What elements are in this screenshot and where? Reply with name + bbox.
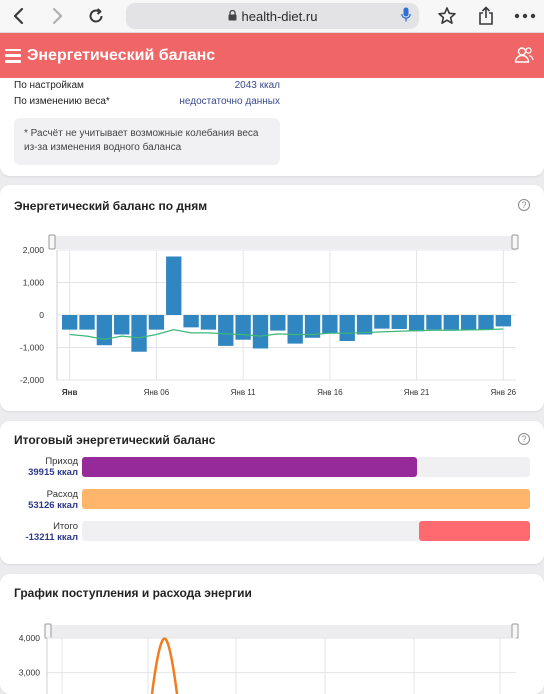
expense-bar bbox=[82, 489, 530, 509]
x-tick-label: Янв 06 bbox=[144, 388, 170, 397]
balance-bar bbox=[96, 315, 113, 346]
weight-change-label: По изменению веса* bbox=[14, 96, 110, 107]
income-label: Приход 39915 ккал bbox=[28, 456, 78, 478]
browser-toolbar: health-diet.ru bbox=[0, 0, 544, 33]
balance-bar bbox=[235, 315, 251, 340]
settings-value: 2043 ккал bbox=[234, 80, 280, 91]
page-title: Энергетический баланс bbox=[27, 46, 216, 64]
income-track bbox=[82, 457, 530, 477]
balance-bar bbox=[270, 315, 286, 331]
reload-icon[interactable] bbox=[83, 3, 109, 29]
balance-bar bbox=[443, 315, 459, 330]
y-tick-label: -1,000 bbox=[20, 343, 44, 353]
navigator-handle-left[interactable] bbox=[44, 623, 52, 639]
bookmark-star-icon[interactable] bbox=[434, 3, 460, 29]
y-tick-label: 1,000 bbox=[23, 278, 45, 288]
address-bar[interactable]: health-diet.ru bbox=[126, 3, 419, 29]
help-icon[interactable]: ? bbox=[518, 433, 530, 445]
balance-bar bbox=[356, 315, 373, 335]
daily-balance-title: Энергетический баланс по дням bbox=[14, 199, 208, 213]
balance-bar bbox=[408, 315, 425, 332]
x-tick-label: Янв bbox=[62, 388, 78, 397]
balance-bar bbox=[374, 315, 390, 329]
y-tick-label: 3,000 bbox=[19, 668, 41, 678]
total-track bbox=[82, 521, 530, 541]
balance-bar bbox=[183, 315, 199, 328]
total-bar bbox=[419, 521, 530, 541]
balance-bar bbox=[478, 315, 494, 330]
lock-icon bbox=[228, 9, 237, 24]
y-tick-label: 0 bbox=[39, 310, 44, 320]
navigator-handle-right[interactable] bbox=[511, 623, 519, 639]
y-tick-label: 4,000 bbox=[19, 633, 41, 643]
energy-flow-title: График поступления и расхода энергии bbox=[14, 586, 252, 600]
navigator-handle-left[interactable] bbox=[48, 234, 56, 250]
income-bar bbox=[82, 457, 417, 477]
app-header-front: Энергетический баланс bbox=[0, 33, 544, 78]
summary-card: По настройкам 2043 ккал По изменению вес… bbox=[0, 70, 544, 176]
x-tick-label: Янв 11 bbox=[231, 388, 257, 397]
balance-bar bbox=[252, 315, 269, 349]
back-icon[interactable] bbox=[6, 3, 32, 29]
balance-bar bbox=[114, 315, 130, 335]
share-icon[interactable] bbox=[473, 3, 499, 29]
balance-bar bbox=[304, 315, 321, 338]
balance-bar bbox=[79, 315, 95, 330]
balance-bar bbox=[391, 315, 407, 329]
y-tick-label: 2,000 bbox=[23, 245, 45, 255]
balance-bar bbox=[131, 315, 147, 352]
balance-bar bbox=[287, 315, 303, 344]
energy-flow-card: График поступления и расхода энергии 4,0… bbox=[0, 574, 544, 694]
x-tick-label: Янв 26 bbox=[491, 388, 517, 397]
x-tick-label: Янв 21 bbox=[404, 388, 430, 397]
daily-balance-chart: 2,000 1,000 0 -1,000 -2,000 Янв Янв 06 Янв 11 Ян… bbox=[20, 234, 519, 397]
balance-bar bbox=[495, 315, 511, 327]
daily-balance-card: Энергетический баланс по дням ? 2,000 1,0… bbox=[0, 185, 544, 411]
navigator-strip bbox=[52, 236, 516, 249]
total-balance-title: Итоговый энергетический баланс bbox=[14, 433, 216, 447]
balance-bar bbox=[426, 315, 442, 330]
balance-bar bbox=[339, 315, 355, 341]
balance-bar bbox=[460, 315, 477, 330]
balance-bar bbox=[166, 256, 182, 315]
trend-line bbox=[69, 328, 504, 340]
balance-bar bbox=[200, 315, 217, 330]
more-icon[interactable] bbox=[512, 3, 538, 29]
users-icon[interactable] bbox=[514, 46, 534, 69]
menu-icon[interactable] bbox=[5, 48, 21, 63]
forward-icon[interactable] bbox=[44, 3, 70, 29]
calculation-note: * Расчёт не учитывает возможные колебани… bbox=[14, 118, 280, 165]
url-text: health-diet.ru bbox=[241, 8, 318, 24]
expense-track bbox=[82, 489, 530, 509]
navigator-handle-right[interactable] bbox=[511, 234, 519, 250]
x-tick-label: Янв 16 bbox=[317, 388, 343, 397]
energy-flow-chart: 4,000 3,000 bbox=[19, 623, 519, 694]
weight-change-value: недостаточно данных bbox=[179, 96, 280, 107]
energy-line bbox=[150, 637, 179, 694]
total-balance-card: Итоговый энергетический баланс ? Приход … bbox=[0, 421, 544, 564]
settings-label: По настройкам bbox=[14, 80, 84, 91]
mic-icon[interactable] bbox=[401, 7, 411, 26]
balance-bar bbox=[62, 315, 78, 330]
total-label: Итого -13211 ккал bbox=[25, 521, 78, 543]
y-tick-label: -2,000 bbox=[20, 375, 44, 385]
help-icon[interactable]: ? bbox=[518, 199, 530, 211]
balance-bar bbox=[148, 315, 165, 330]
balance-bar bbox=[218, 315, 234, 346]
balance-bar bbox=[322, 315, 338, 334]
navigator-strip bbox=[50, 625, 516, 638]
expense-label: Расход 53126 ккал bbox=[28, 489, 78, 511]
